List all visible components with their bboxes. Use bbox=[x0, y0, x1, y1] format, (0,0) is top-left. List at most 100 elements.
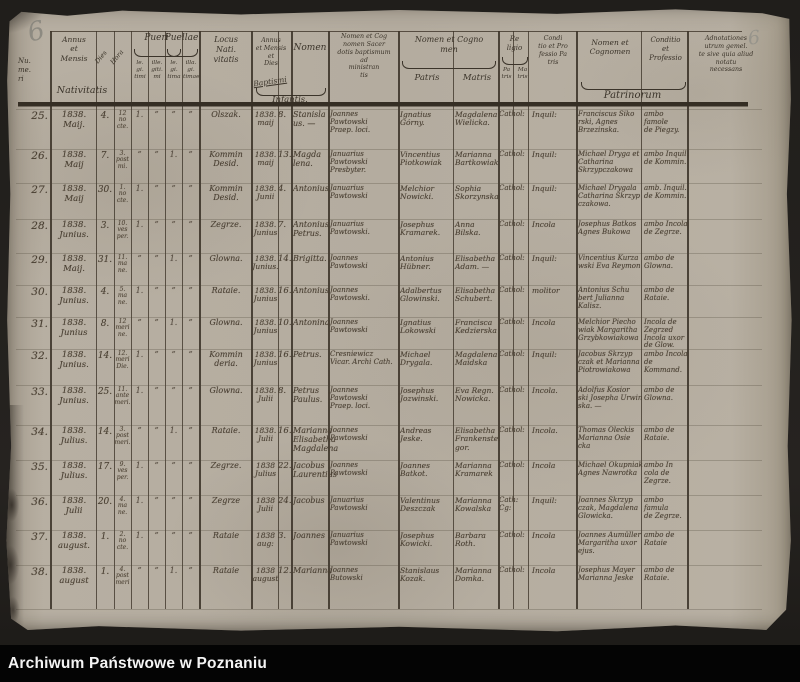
cell-mater: Marianna Kramarek bbox=[455, 461, 493, 479]
cell-nomen: Antonius bbox=[293, 286, 329, 295]
cell-birth: 1838. Maij bbox=[61, 150, 87, 170]
cell-patrini_conditio: Incola de Zegrzed Incola uxor de Glow. bbox=[644, 318, 685, 350]
cell-mater: Barbara Roth. bbox=[455, 531, 486, 549]
cell-patrini: Thomas Oleckis Marianna Osie cka bbox=[578, 426, 635, 450]
cell-bapt_day: 14. bbox=[278, 254, 292, 264]
col-header-religio: Re ligio bbox=[506, 35, 523, 52]
cell-bapt_day: 24. bbox=[278, 496, 292, 506]
row-separator-rule bbox=[16, 609, 762, 610]
register-row: 31. 1838. Junius 8. 12 meri ne. ” ” 1. ” Glowna.… bbox=[6, 317, 791, 350]
cell-puellae_leg: 1. bbox=[169, 426, 178, 435]
cell-minister: Joannes Pawtowski. bbox=[330, 286, 370, 302]
cell-no: 27. bbox=[31, 184, 48, 196]
cell-puellae_illeg: ” bbox=[188, 386, 193, 395]
cell-puellae_illeg: ” bbox=[188, 531, 193, 540]
cell-puellae_illeg: ” bbox=[188, 426, 193, 435]
cell-puellae_leg: ” bbox=[171, 220, 176, 229]
cell-religio: Cathol: bbox=[499, 220, 525, 228]
cell-patrini: Michael Drygala Catharina Skrzyp czakowa… bbox=[578, 184, 641, 208]
table-vertical-rule bbox=[291, 31, 293, 609]
cell-conditio: Inquil: bbox=[532, 184, 557, 193]
row-separator-rule bbox=[16, 565, 762, 566]
row-separator-rule bbox=[16, 183, 762, 184]
cell-puellae_leg: ” bbox=[171, 286, 176, 295]
cell-patrini: Josephus Mayer Marianna Jeske bbox=[578, 566, 635, 582]
cell-pater: Josephus Kramarek. bbox=[400, 220, 441, 238]
cell-bapt_day: 16. bbox=[278, 286, 292, 296]
cell-bapt: 1838 august bbox=[252, 566, 279, 584]
cell-hora: 1. no cte. bbox=[116, 184, 129, 204]
cell-pueri_leg: ” bbox=[137, 566, 142, 575]
table-vertical-rule bbox=[96, 31, 97, 609]
register-row: 38. 1838. august 1. 4. post meri ” ” 1. ” Rataie… bbox=[6, 565, 791, 609]
register-row: 33. 1838. Junius. 25. 11. ante meri. 1. ” ” ” Gl… bbox=[6, 385, 791, 425]
cell-mater: Anna Bilska. bbox=[455, 220, 481, 238]
cell-puellae_leg: ” bbox=[171, 350, 176, 359]
cell-hora: 10. ves per. bbox=[116, 220, 129, 240]
cell-birth: 1838. Junius. bbox=[59, 350, 89, 370]
register-row: 28. 1838. Junius. 3. 10. ves per. 1. ” ” ” Zegrz… bbox=[6, 219, 791, 253]
cell-no: 26. bbox=[31, 150, 48, 162]
cell-conditio: Incola. bbox=[532, 426, 558, 435]
cell-hora: 4. post meri bbox=[115, 566, 130, 586]
cell-mater: Marianna Kowalska bbox=[455, 496, 492, 514]
cell-hora: 3. post mi. bbox=[116, 150, 129, 170]
cell-patrini: Joannes Skrzyp czak, Magdalena Glowicka. bbox=[578, 496, 639, 520]
cell-pueri_leg: 1. bbox=[135, 531, 144, 540]
cell-religio: Cathol: bbox=[499, 566, 525, 574]
cell-patrini_conditio: ambo de Glowna. bbox=[644, 386, 675, 402]
cell-locus: Kommin Desid. bbox=[209, 184, 243, 202]
cell-birth: 1838. Junius. bbox=[59, 286, 89, 306]
cell-minister: Joannes Pawtowski Praep. loci. bbox=[330, 386, 371, 410]
cell-puellae_leg: ” bbox=[171, 184, 176, 193]
col-header-religio-patris: Pa tris bbox=[501, 67, 512, 81]
cell-pater: Josephus Jozwinski. bbox=[400, 386, 439, 404]
cell-dies: 31. bbox=[97, 255, 113, 265]
table-vertical-rule bbox=[453, 31, 454, 609]
cell-nomen: Brigitta. bbox=[293, 254, 327, 263]
cell-pueri_illeg: ” bbox=[154, 566, 159, 575]
row-separator-rule bbox=[16, 219, 762, 220]
cell-religio: Cathol: bbox=[499, 531, 525, 539]
cell-mater: Marianna Domka. bbox=[455, 566, 492, 584]
cell-pueri_illeg: ” bbox=[154, 461, 159, 470]
cell-locus: Kommin deria. bbox=[209, 350, 243, 368]
cell-no: 32. bbox=[31, 350, 48, 362]
cell-locus: Glowna. bbox=[209, 386, 243, 395]
cell-locus: Olszak. bbox=[211, 110, 241, 119]
cell-patrini: Jacobus Skrzyp czak et Marianna Piotrowi… bbox=[578, 350, 640, 374]
cell-pater: Ignatius Górny. bbox=[400, 110, 432, 128]
cell-puellae_leg: ” bbox=[171, 110, 176, 119]
cell-bapt: 1838. maij bbox=[254, 110, 277, 128]
edge-blotches bbox=[6, 475, 30, 625]
cell-minister: Joannes Pawtowski bbox=[330, 426, 368, 442]
cell-pueri_illeg: ” bbox=[154, 531, 159, 540]
table-vertical-rule bbox=[131, 31, 132, 609]
cell-nomen: Jacobus bbox=[293, 496, 325, 505]
table-vertical-rule bbox=[528, 31, 529, 609]
cell-patrini_conditio: ambo de Rataie. bbox=[644, 426, 675, 442]
cell-bapt: 1838. Julii bbox=[254, 426, 277, 444]
cell-bapt_day: 13. bbox=[278, 150, 292, 160]
cell-puellae_illeg: ” bbox=[188, 286, 193, 295]
row-separator-rule bbox=[16, 109, 762, 110]
cell-puellae_illeg: ” bbox=[188, 496, 193, 505]
cell-pueri_illeg: ” bbox=[154, 286, 159, 295]
cell-pueri_leg: 1. bbox=[135, 184, 144, 193]
cell-pueri_leg: 1. bbox=[135, 350, 144, 359]
cell-bapt_day: 12. bbox=[278, 566, 292, 576]
cell-hora: 2. no cte. bbox=[116, 531, 129, 551]
cell-locus: Kommin Desid. bbox=[209, 150, 243, 168]
cell-dies: 14. bbox=[97, 427, 113, 437]
register-row: 37. 1838. august. 1. 2. no cte. 1. ” ” ” Rataie 1… bbox=[6, 530, 791, 565]
row-separator-rule bbox=[16, 385, 762, 386]
cell-mater: Magdalena Maidska bbox=[455, 350, 498, 368]
cell-puellae_illeg: ” bbox=[188, 220, 193, 229]
cell-patrini_conditio: ambo In cola de Zegrze. bbox=[644, 461, 674, 485]
col-header-nomen: Nomen bbox=[293, 43, 327, 53]
cell-religio: Cathol: bbox=[499, 461, 525, 469]
cell-bapt_day: 3. bbox=[278, 531, 287, 541]
cell-mater: Sophia Skorzynska bbox=[455, 184, 499, 202]
cell-nomen: Jacobus Laurentius bbox=[293, 461, 337, 479]
cell-puellae_illeg: ” bbox=[188, 461, 193, 470]
